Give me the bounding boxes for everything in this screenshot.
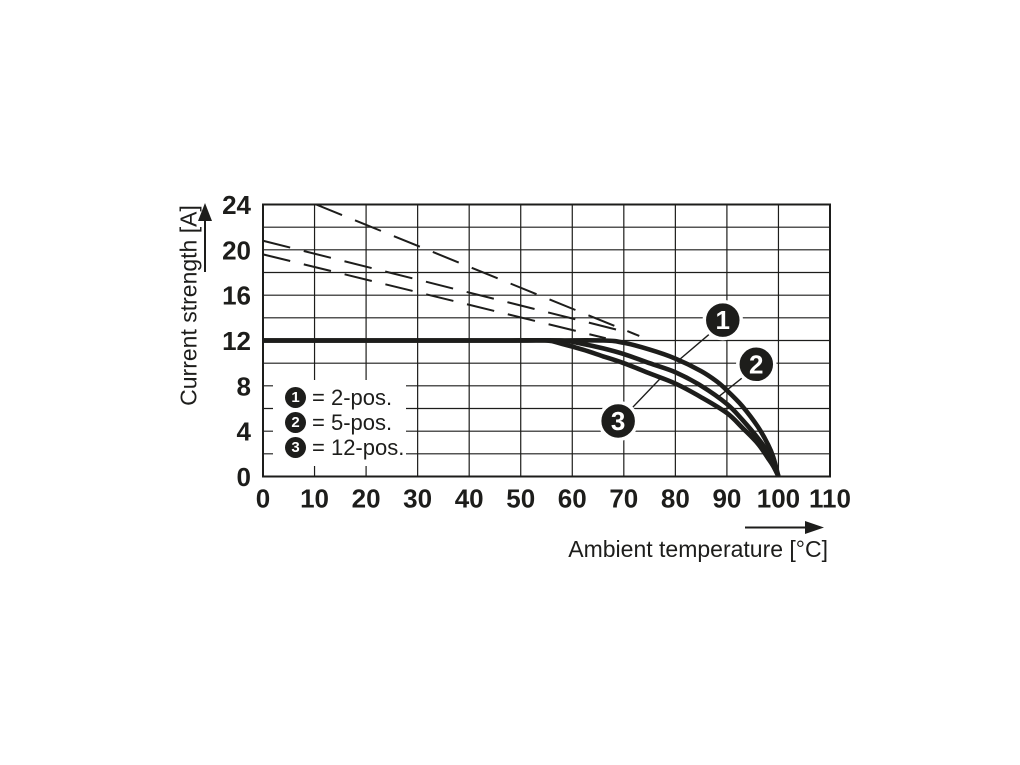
x-tick-label: 80 — [661, 484, 690, 514]
callout-2: 2 — [736, 344, 777, 385]
dashed-derating-line-3 — [262, 253, 607, 340]
y-tick-label: 16 — [222, 281, 251, 311]
x-tick-label: 90 — [712, 484, 741, 514]
dashed-extensions-layer — [262, 203, 640, 340]
legend-entry-2: 2 = 5-pos. — [285, 410, 406, 435]
x-tick-label: 30 — [403, 484, 432, 514]
legend-label: = 12-pos. — [312, 434, 405, 460]
callout-circle-2 — [736, 344, 777, 385]
y-tick-label: 8 — [237, 371, 251, 401]
legend-symbol-circled-2: 2 — [285, 412, 306, 433]
callout-leader-line-1 — [677, 333, 711, 362]
callout-3: 3 — [597, 400, 639, 442]
x-tick-label: 10 — [300, 484, 329, 514]
x-axis-arrow-icon — [745, 521, 824, 534]
callout-number-1: 1 — [716, 305, 730, 335]
x-tick-label: 110 — [809, 484, 851, 514]
legend-entry-3: 3 = 12-pos. — [285, 435, 406, 460]
callout-1: 1 — [702, 299, 744, 341]
callout-number-3: 3 — [611, 406, 625, 436]
y-axis-arrow-icon — [198, 203, 212, 272]
dashed-derating-line-1 — [315, 203, 640, 337]
legend-symbol-circled-3: 3 — [285, 437, 306, 458]
legend-label: = 2-pos. — [312, 384, 393, 410]
x-axis-arrow-head — [805, 521, 824, 534]
legend: 1 = 2-pos. 2 = 5-pos. 3 = 12-pos. — [273, 380, 406, 466]
y-tick-label: 0 — [237, 462, 251, 492]
x-tick-label: 50 — [506, 484, 535, 514]
x-axis-title: Ambient temperature [°C] — [568, 536, 828, 562]
callout-number-2: 2 — [749, 349, 763, 379]
legend-label: = 5-pos. — [312, 409, 393, 435]
legend-symbol-circled-1: 1 — [285, 387, 306, 408]
curve-12-pos — [262, 337, 781, 478]
y-tick-label: 4 — [237, 417, 252, 447]
y-tick-label: 20 — [222, 235, 251, 265]
callout-circle-3 — [597, 400, 639, 442]
dashed-derating-line-2 — [262, 239, 625, 333]
callout-leader-line-2 — [716, 376, 744, 399]
x-tick-label: 40 — [455, 484, 484, 514]
x-tick-label: 60 — [558, 484, 587, 514]
y-tick-label: 24 — [222, 190, 251, 220]
y-axis-title: Current strength [A] — [175, 205, 202, 406]
x-tick-label: 100 — [757, 484, 800, 514]
x-tick-label: 70 — [609, 484, 638, 514]
y-tick-label: 12 — [222, 326, 251, 356]
curves-layer — [262, 337, 781, 478]
callout-circle-1 — [702, 299, 744, 341]
x-tick-label: 0 — [256, 484, 270, 514]
callouts-layer: 12 3 — [597, 299, 777, 442]
x-tick-label: 20 — [352, 484, 381, 514]
callout-leader-line-3 — [631, 376, 663, 409]
y-axis-arrow-head — [198, 203, 212, 221]
legend-entry-1: 1 = 2-pos. — [285, 385, 406, 410]
